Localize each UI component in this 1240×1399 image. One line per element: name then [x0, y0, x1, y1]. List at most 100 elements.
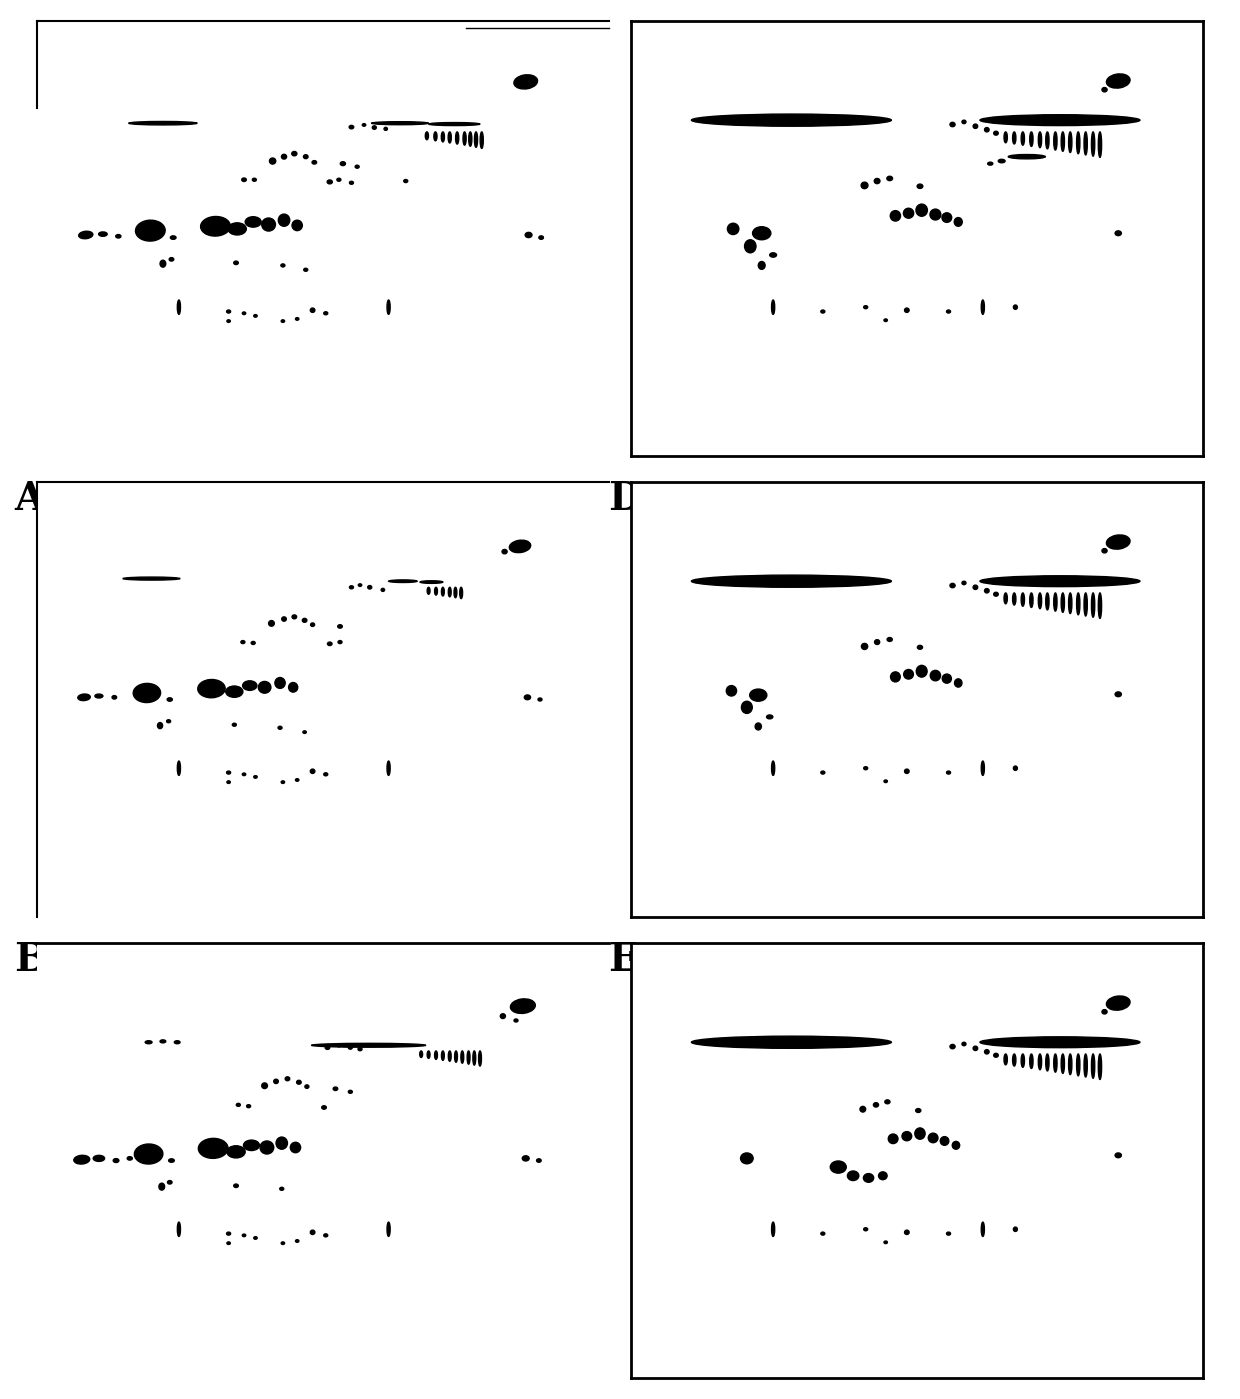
Ellipse shape: [692, 575, 892, 588]
Ellipse shape: [1004, 593, 1007, 604]
Ellipse shape: [821, 771, 825, 774]
Ellipse shape: [290, 1142, 300, 1153]
Ellipse shape: [874, 639, 879, 645]
Ellipse shape: [879, 1172, 887, 1179]
Ellipse shape: [1106, 996, 1130, 1010]
Ellipse shape: [467, 1051, 470, 1065]
Ellipse shape: [479, 1051, 481, 1066]
Ellipse shape: [310, 769, 315, 774]
Ellipse shape: [227, 311, 231, 313]
Ellipse shape: [916, 204, 928, 217]
Ellipse shape: [1054, 593, 1056, 611]
Ellipse shape: [368, 586, 372, 589]
Ellipse shape: [1061, 1053, 1064, 1073]
Ellipse shape: [78, 694, 91, 701]
Ellipse shape: [160, 260, 166, 267]
Text: A: A: [15, 480, 45, 518]
Ellipse shape: [296, 1080, 301, 1084]
Ellipse shape: [427, 588, 430, 595]
Ellipse shape: [324, 772, 327, 776]
Ellipse shape: [295, 779, 299, 781]
Ellipse shape: [441, 588, 444, 596]
Ellipse shape: [692, 115, 892, 126]
Ellipse shape: [281, 154, 286, 159]
Ellipse shape: [277, 1137, 288, 1149]
Ellipse shape: [448, 132, 451, 143]
Ellipse shape: [1013, 305, 1017, 309]
Ellipse shape: [904, 208, 914, 218]
Ellipse shape: [831, 1161, 846, 1174]
Ellipse shape: [904, 1230, 909, 1234]
Ellipse shape: [293, 616, 296, 618]
Ellipse shape: [864, 1228, 868, 1231]
Ellipse shape: [873, 1102, 879, 1107]
Ellipse shape: [1038, 593, 1042, 609]
Ellipse shape: [1102, 1010, 1107, 1014]
Ellipse shape: [522, 1156, 529, 1161]
Ellipse shape: [993, 592, 998, 596]
Ellipse shape: [884, 1241, 888, 1244]
Ellipse shape: [1102, 88, 1107, 92]
Ellipse shape: [918, 645, 923, 649]
Ellipse shape: [461, 1051, 464, 1063]
Ellipse shape: [998, 159, 1006, 162]
Ellipse shape: [304, 155, 308, 158]
Ellipse shape: [387, 1223, 391, 1237]
Ellipse shape: [993, 132, 998, 136]
Ellipse shape: [275, 677, 285, 688]
Ellipse shape: [254, 775, 257, 778]
Ellipse shape: [303, 618, 306, 623]
Ellipse shape: [285, 1077, 290, 1081]
Ellipse shape: [252, 178, 257, 182]
Ellipse shape: [425, 132, 429, 140]
Ellipse shape: [387, 761, 391, 775]
Ellipse shape: [321, 1105, 326, 1109]
Ellipse shape: [454, 588, 456, 597]
Ellipse shape: [469, 132, 472, 147]
Ellipse shape: [759, 262, 765, 270]
Ellipse shape: [227, 771, 231, 774]
Ellipse shape: [159, 1184, 165, 1191]
Ellipse shape: [310, 1230, 315, 1234]
Ellipse shape: [258, 681, 270, 693]
Ellipse shape: [372, 122, 429, 125]
Ellipse shape: [242, 178, 247, 182]
Ellipse shape: [915, 1108, 921, 1112]
Ellipse shape: [472, 1051, 476, 1065]
Ellipse shape: [1013, 132, 1016, 144]
Ellipse shape: [861, 1107, 866, 1112]
Ellipse shape: [888, 1135, 898, 1143]
Ellipse shape: [434, 132, 436, 141]
Ellipse shape: [884, 319, 888, 322]
Ellipse shape: [340, 162, 346, 165]
Ellipse shape: [993, 1053, 998, 1058]
Ellipse shape: [274, 1079, 278, 1084]
Ellipse shape: [1022, 1053, 1024, 1067]
Ellipse shape: [384, 127, 387, 130]
Ellipse shape: [916, 666, 928, 677]
Ellipse shape: [311, 1044, 425, 1048]
Ellipse shape: [327, 180, 332, 183]
Ellipse shape: [348, 1090, 352, 1094]
Ellipse shape: [362, 123, 366, 126]
Ellipse shape: [281, 1242, 285, 1245]
Ellipse shape: [973, 1046, 977, 1051]
Ellipse shape: [1069, 593, 1071, 614]
Ellipse shape: [348, 1045, 352, 1049]
Ellipse shape: [904, 769, 909, 774]
Ellipse shape: [128, 1157, 133, 1160]
Ellipse shape: [303, 730, 306, 733]
Ellipse shape: [755, 723, 761, 730]
Ellipse shape: [167, 698, 172, 701]
Ellipse shape: [133, 683, 161, 702]
Ellipse shape: [237, 1104, 241, 1107]
Ellipse shape: [1004, 132, 1007, 143]
Ellipse shape: [771, 761, 775, 775]
Ellipse shape: [243, 681, 257, 690]
Ellipse shape: [358, 1048, 362, 1051]
Ellipse shape: [293, 220, 303, 231]
Ellipse shape: [940, 1136, 949, 1146]
Ellipse shape: [981, 761, 985, 775]
Ellipse shape: [929, 1133, 937, 1143]
Ellipse shape: [227, 1146, 246, 1158]
